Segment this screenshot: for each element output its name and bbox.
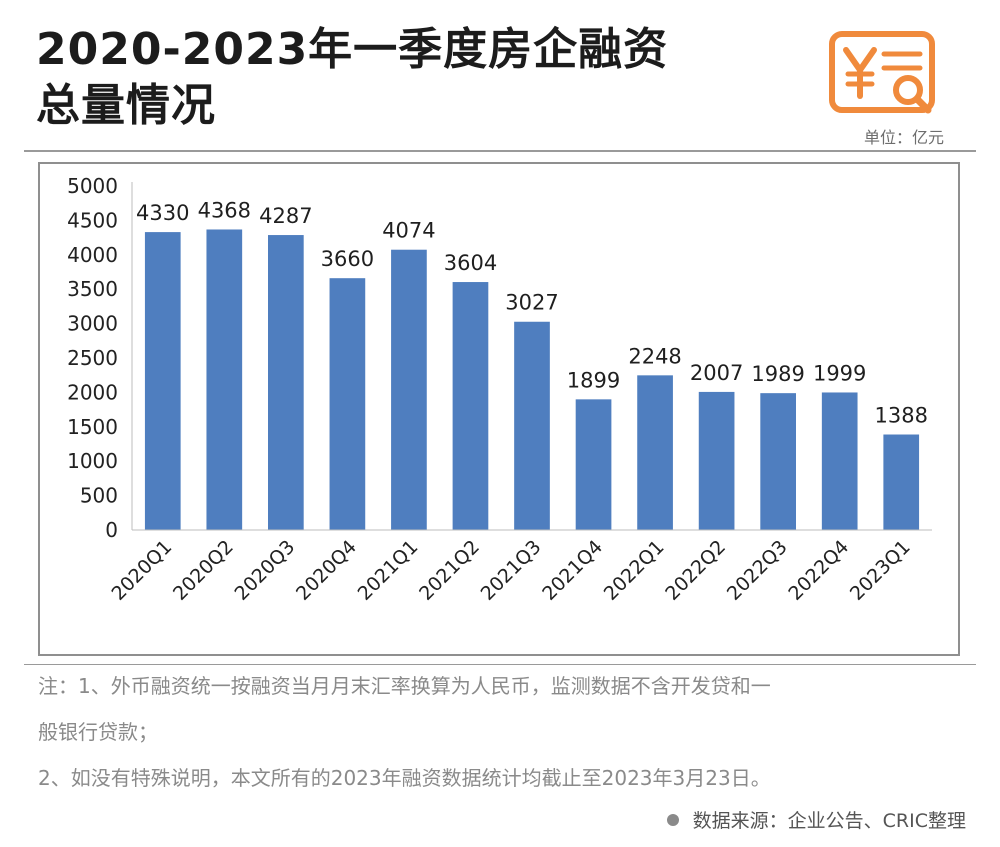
x-tick-label: 2020Q4 bbox=[292, 536, 361, 605]
title-line-1: 2020-2023年一季度房企融资 bbox=[36, 24, 669, 75]
data-label: 3660 bbox=[321, 247, 374, 271]
x-tick-label: 2020Q3 bbox=[231, 536, 300, 605]
x-tick-label: 2023Q1 bbox=[846, 536, 915, 605]
bottom-divider bbox=[24, 664, 976, 665]
x-tick-label: 2020Q2 bbox=[169, 536, 238, 605]
y-tick-label: 2000 bbox=[67, 380, 118, 404]
x-tick-label: 2021Q1 bbox=[354, 536, 423, 605]
y-tick-label: 0 bbox=[105, 518, 118, 542]
data-label: 3027 bbox=[505, 291, 558, 315]
x-axis: 2020Q12020Q22020Q32020Q42021Q12021Q22021… bbox=[107, 529, 932, 605]
bar bbox=[575, 399, 612, 530]
x-tick-label: 2021Q4 bbox=[538, 536, 607, 605]
data-labels: 4330 4368 4287 3660 4074 3604 3027 1899 2248 2007… bbox=[136, 198, 928, 427]
y-axis: 0 500 1000 1500 2000 2500 3000 3500 4000 4500 5000 bbox=[67, 174, 133, 542]
chart-frame: 0 500 1000 1500 2000 2500 3000 3500 4000 4500 5000… bbox=[38, 162, 960, 656]
page-title: 2020-2023年一季度房企融资 总量情况 bbox=[36, 22, 796, 134]
x-tick-label: 2022Q1 bbox=[600, 536, 669, 605]
y-tick-label: 3500 bbox=[67, 277, 118, 301]
bar bbox=[329, 278, 366, 530]
source-line: 数据来源：企业公告、CRIC整理 bbox=[666, 806, 966, 833]
data-label: 1899 bbox=[567, 368, 620, 392]
y-tick-label: 1500 bbox=[67, 415, 118, 439]
finance-document-search-icon bbox=[828, 30, 940, 118]
x-tick-label: 2022Q2 bbox=[661, 536, 730, 605]
source-text: 数据来源：企业公告、CRIC整理 bbox=[692, 810, 966, 832]
y-tick-label: 3000 bbox=[67, 312, 118, 336]
data-label: 1999 bbox=[813, 361, 866, 385]
bar bbox=[206, 229, 243, 530]
data-label: 2007 bbox=[690, 361, 743, 385]
y-tick-label: 4000 bbox=[67, 243, 118, 267]
note-line-3: 2、如没有特殊说明，本文所有的2023年融资数据统计均截止至2023年3月23日… bbox=[38, 766, 771, 790]
bar bbox=[821, 392, 858, 530]
y-tick-label: 2500 bbox=[67, 346, 118, 370]
y-tick-label: 1000 bbox=[67, 449, 118, 473]
bar bbox=[452, 282, 489, 530]
note-line-2: 般银行贷款； bbox=[38, 720, 158, 744]
bars bbox=[144, 229, 920, 531]
unit-label: 单位：亿元 bbox=[863, 128, 944, 147]
data-label: 1989 bbox=[751, 362, 804, 386]
x-tick-label: 2022Q3 bbox=[723, 536, 792, 605]
x-tick-label: 2022Q4 bbox=[784, 536, 853, 605]
data-label: 4287 bbox=[259, 204, 312, 228]
title-line-2: 总量情况 bbox=[36, 80, 216, 131]
x-tick-label: 2020Q1 bbox=[107, 536, 176, 605]
x-tick-label: 2021Q3 bbox=[477, 536, 546, 605]
y-tick-label: 500 bbox=[80, 484, 118, 508]
bar bbox=[391, 249, 427, 530]
bar bbox=[268, 235, 304, 531]
bar bbox=[883, 434, 920, 530]
data-label: 4074 bbox=[382, 219, 435, 243]
x-tick-label: 2021Q2 bbox=[415, 536, 484, 605]
note-line-1: 注：1、外币融资统一按融资当月月末汇率换算为人民币，监测数据不含开发贷和一 bbox=[38, 674, 771, 698]
data-label: 2248 bbox=[628, 344, 681, 368]
data-label: 4330 bbox=[136, 201, 189, 225]
bar bbox=[514, 321, 550, 530]
top-divider bbox=[24, 150, 976, 152]
data-label: 1388 bbox=[875, 404, 928, 428]
y-tick-label: 4500 bbox=[67, 208, 118, 232]
bar-chart: 0 500 1000 1500 2000 2500 3000 3500 4000 4500 5000… bbox=[67, 174, 932, 605]
bar bbox=[698, 391, 735, 530]
bar bbox=[760, 393, 796, 530]
bullet-dot-icon bbox=[666, 813, 679, 826]
data-label: 3604 bbox=[444, 251, 497, 275]
bar bbox=[144, 232, 181, 530]
y-tick-label: 5000 bbox=[67, 174, 118, 198]
bar bbox=[637, 375, 673, 530]
data-label: 4368 bbox=[198, 198, 251, 222]
